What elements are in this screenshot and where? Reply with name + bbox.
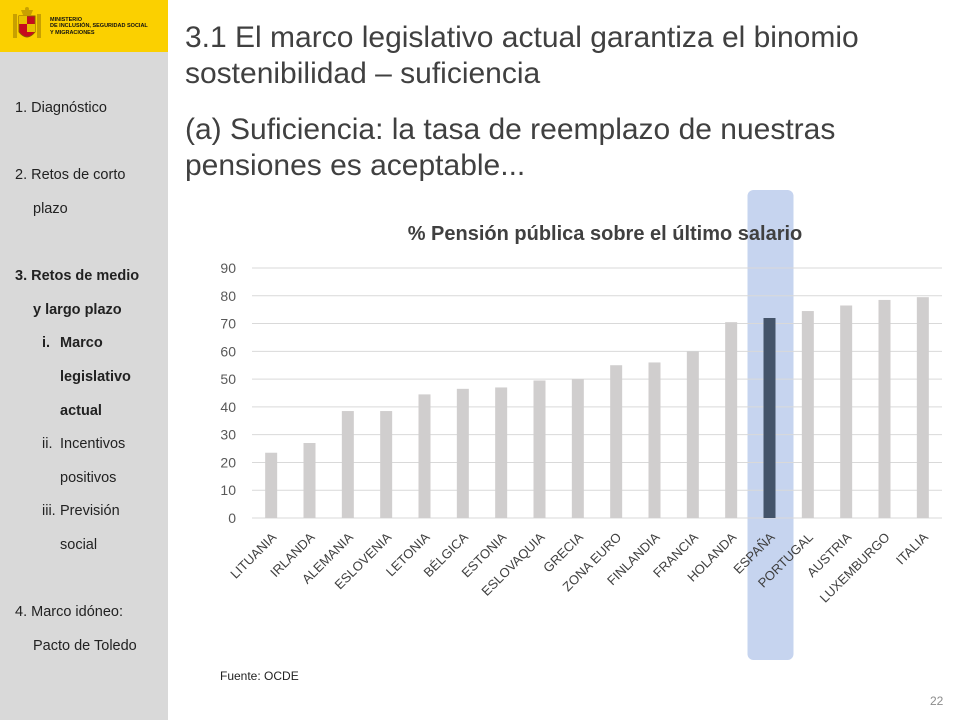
bar-francia: [686, 351, 699, 518]
sidebar-subitem-marco-cont[interactable]: actual: [60, 403, 102, 419]
source-note: Fuente: OCDE: [220, 669, 299, 683]
sidebar-item-retos-corto[interactable]: 2. Retos de corto: [15, 167, 126, 183]
y-tick-label: 10: [220, 482, 236, 498]
sidebar-item-diagnostico[interactable]: 1. Diagnóstico: [15, 100, 107, 116]
bar-finlandia: [648, 362, 661, 518]
sidebar-item-retos-medio[interactable]: 3. Retos de medio: [15, 268, 140, 284]
sidebar-item-retos-corto-cont[interactable]: plazo: [33, 201, 68, 217]
slide-title: 3.1 El marco legislativo actual garantiz…: [185, 20, 945, 92]
slide-subtitle-line: pensiones es aceptable...: [185, 149, 526, 182]
y-tick-label: 60: [220, 343, 236, 359]
bar-bélgica: [456, 388, 469, 518]
slide-title-line: sostenibilidad – suficiencia: [185, 57, 541, 90]
bar-grecia: [571, 379, 584, 518]
ministry-name: MINISTERIO DE INCLUSIÓN, SEGURIDAD SOCIA…: [50, 17, 166, 36]
sidebar-subitem-incentivos-cont[interactable]: positivos: [60, 470, 117, 486]
bar-estonia: [495, 387, 508, 518]
bar-holanda: [725, 322, 738, 518]
sidebar-item-marco-idoneo[interactable]: 4. Marco idóneo:: [15, 604, 124, 620]
chart-title: % Pensión pública sobre el último salari…: [408, 223, 803, 245]
sidebar: MINISTERIO DE INCLUSIÓN, SEGURIDAD SOCIA…: [0, 0, 168, 720]
sidebar-item-retos-medio-cont[interactable]: y largo plazo: [33, 302, 122, 318]
y-tick-label: 90: [220, 260, 236, 276]
ministry-logo-bar: MINISTERIO DE INCLUSIÓN, SEGURIDAD SOCIA…: [0, 0, 168, 52]
ministry-line: MINISTERIO: [50, 17, 83, 23]
sidebar-subitem-marker-i: i.: [42, 335, 51, 351]
bar-españa: [763, 318, 776, 518]
bar-letonia: [418, 394, 431, 518]
sidebar-subitem-marker-ii: ii.: [42, 436, 53, 452]
ministry-line: Y MIGRACIONES: [50, 29, 95, 36]
sidebar-subitem-marco-cont[interactable]: legislativo: [60, 369, 131, 385]
y-tick-label: 50: [220, 371, 236, 387]
bar-luxemburgo: [878, 299, 891, 518]
bar-portugal: [801, 311, 814, 518]
x-tick-label: LUXEMBURGO: [817, 530, 893, 606]
bar-italia: [916, 297, 929, 518]
bar-lituania: [265, 452, 278, 518]
sidebar-subitem-prevision[interactable]: Previsión: [60, 503, 120, 519]
bar-alemania: [341, 411, 354, 518]
page-number: 22: [930, 694, 944, 708]
coat-of-arms-icon: [13, 7, 41, 38]
slide-subtitle: (a) Suficiencia: la tasa de reemplazo de…: [185, 112, 945, 184]
y-tick-label: 30: [220, 427, 236, 443]
sidebar-subitem-incentivos[interactable]: Incentivos: [60, 436, 126, 452]
y-tick-label: 0: [228, 510, 236, 526]
sidebar-subitem-marker-iii: iii.: [42, 503, 56, 519]
y-tick-label: 80: [220, 288, 236, 304]
sidebar-subitem-prevision-cont[interactable]: social: [60, 537, 98, 553]
bar-eslovaquia: [533, 380, 546, 518]
ministry-line: DE INCLUSIÓN, SEGURIDAD SOCIAL: [50, 23, 148, 30]
sidebar-item-marco-idoneo-cont[interactable]: Pacto de Toledo: [33, 638, 137, 654]
y-tick-label: 40: [220, 399, 236, 415]
y-tick-label: 20: [220, 454, 236, 470]
slide-subtitle-line: (a) Suficiencia: la tasa de reemplazo de…: [185, 113, 836, 146]
y-tick-label: 70: [220, 316, 236, 332]
bar-eslovenia: [380, 411, 393, 518]
bar-zona-euro: [610, 365, 623, 518]
bar-irlanda: [303, 443, 316, 518]
bar-austria: [840, 305, 853, 518]
x-tick-label: ITALIA: [893, 529, 931, 567]
slide-title-line: 3.1 El marco legislativo actual garantiz…: [185, 21, 859, 54]
sidebar-subitem-marco[interactable]: Marco: [60, 335, 103, 351]
pension-bar-chart: % Pensión pública sobre el último salari…: [220, 190, 942, 660]
